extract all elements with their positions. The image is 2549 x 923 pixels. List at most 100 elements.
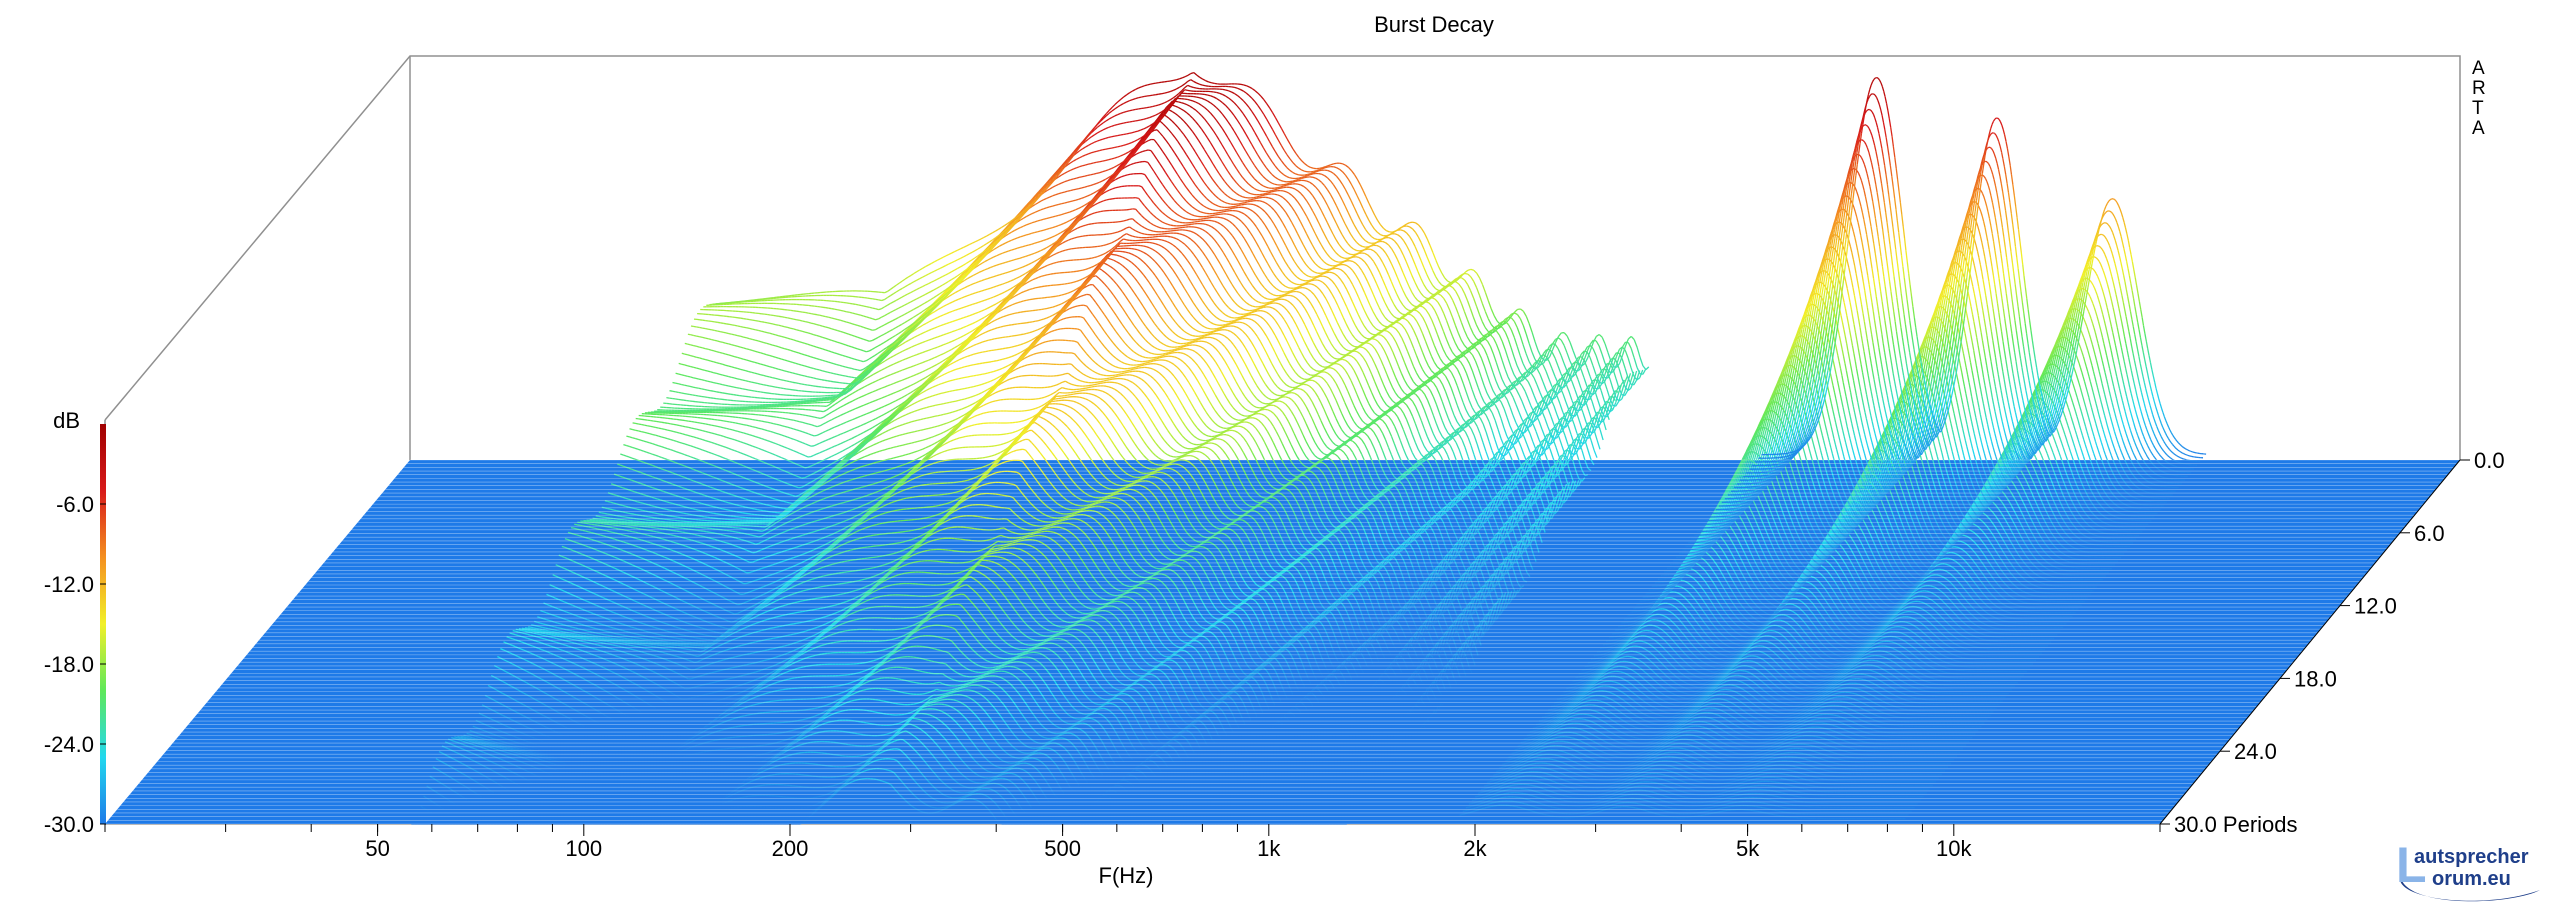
slice-96-seg <box>1490 797 1491 798</box>
slice-97-seg <box>1607 803 1608 804</box>
slice-95-seg <box>1550 796 1551 797</box>
slice-94-seg <box>734 799 737 800</box>
slice-95-seg <box>1656 793 1657 794</box>
slice-96-seg <box>1657 799 1658 800</box>
slice-95-seg <box>1666 796 1667 797</box>
slice-98-seg <box>1475 808 1476 809</box>
slice-95-seg <box>1002 778 1005 779</box>
slice-97-seg <box>1487 801 1488 802</box>
slice-95-seg <box>1486 796 1487 797</box>
slice-97-seg <box>1657 804 1658 805</box>
slice-97-seg <box>879 759 882 760</box>
slice-96-seg <box>1493 797 1494 798</box>
slice-96-seg <box>1534 796 1535 797</box>
slice-95-seg <box>1553 797 1554 798</box>
slice-99-seg <box>859 779 862 780</box>
slice-95-seg <box>1540 793 1541 794</box>
slice-99-seg <box>1531 811 1532 812</box>
slice-95-seg <box>997 778 1000 779</box>
slice-97-seg <box>1478 804 1479 805</box>
slice-98-seg <box>1599 808 1600 809</box>
slice-97-seg <box>1533 801 1534 802</box>
watermark-letter: R <box>2472 78 2486 99</box>
slice-96-seg <box>950 797 953 798</box>
slice-99-seg <box>1602 810 1603 811</box>
slice-99-seg <box>935 812 938 813</box>
slice-97-seg <box>1490 800 1491 801</box>
slice-98-seg <box>885 769 888 770</box>
slice-97-seg <box>941 802 944 803</box>
slice-97-seg <box>1541 804 1542 805</box>
slice-96-seg <box>1660 800 1661 801</box>
chart-title: Burst Decay <box>1374 12 1494 37</box>
slice-99-seg <box>964 799 967 800</box>
slice-95-seg <box>1546 795 1547 796</box>
slice-94-seg <box>742 797 745 798</box>
slice-98-seg <box>888 770 891 771</box>
slice-95-seg <box>1613 796 1614 797</box>
slice-98-seg <box>932 807 935 808</box>
slice-95-seg <box>1494 793 1495 794</box>
slice-96-seg <box>1664 801 1665 802</box>
slice-95-seg <box>807 807 810 808</box>
slice-95-seg <box>959 792 962 793</box>
slice-96-seg <box>1486 799 1487 800</box>
slice-96-seg <box>897 749 900 750</box>
slice-95-seg <box>1664 796 1665 797</box>
slice-96-seg <box>1548 801 1549 802</box>
slice-96-seg <box>1481 800 1482 801</box>
slice-97-seg <box>876 760 879 761</box>
slice-96-seg <box>1537 797 1538 798</box>
slice-96-seg <box>1543 799 1544 800</box>
slice-98-seg <box>1532 806 1533 807</box>
slice-95-seg <box>1489 795 1490 796</box>
slice-97-seg <box>1538 803 1539 804</box>
slice-94-seg <box>740 797 743 798</box>
slice-97-seg <box>1609 802 1610 803</box>
slice-98-seg <box>1528 805 1529 806</box>
slice-98-seg <box>1652 808 1653 809</box>
slice-96-seg <box>1484 799 1485 800</box>
slice-95-seg <box>804 807 807 808</box>
slice-95-seg <box>1608 797 1609 798</box>
slice-95-seg <box>1487 796 1488 797</box>
slice-97-seg <box>988 789 991 790</box>
slice-98-seg <box>941 808 944 809</box>
slice-95-seg <box>967 792 970 793</box>
slice-95-seg <box>728 808 731 809</box>
slice-95-seg <box>1542 793 1543 794</box>
slice-98-seg <box>1604 807 1605 808</box>
slice-96-seg <box>1607 800 1608 801</box>
slice-99-seg <box>873 779 876 780</box>
watermark-letter: T <box>2472 98 2484 119</box>
slice-95-seg <box>1483 797 1484 798</box>
slice-95-seg <box>1498 792 1499 793</box>
slice-99-seg <box>973 799 976 800</box>
slice-96-seg <box>1479 801 1480 802</box>
slice-97-seg <box>1529 800 1530 801</box>
slice-96-seg <box>1618 797 1619 798</box>
watermark-letter: A <box>2472 118 2485 139</box>
slice-95-seg <box>1668 797 1669 798</box>
slice-95-seg <box>1537 792 1538 793</box>
slice-99-seg <box>879 780 882 781</box>
slice-98-seg <box>1480 806 1481 807</box>
slice-95-seg <box>1614 795 1615 796</box>
slice-96-seg <box>1611 799 1612 800</box>
slice-98-seg <box>1648 806 1649 807</box>
watermark-letter: A <box>2472 58 2485 79</box>
slice-99-seg <box>1478 810 1479 811</box>
slice-98-seg <box>868 769 871 770</box>
slice-97-seg <box>950 802 953 803</box>
slice-97-seg <box>979 789 982 790</box>
slice-99-seg <box>1471 812 1472 813</box>
slice-96-seg <box>1661 800 1662 801</box>
slice-94-seg <box>816 797 819 798</box>
slice-95-seg <box>1493 794 1494 795</box>
slice-95-seg <box>1496 793 1497 794</box>
slice-96-seg <box>958 797 961 798</box>
slice-94-seg <box>818 796 821 797</box>
slice-95-seg <box>1621 793 1622 794</box>
